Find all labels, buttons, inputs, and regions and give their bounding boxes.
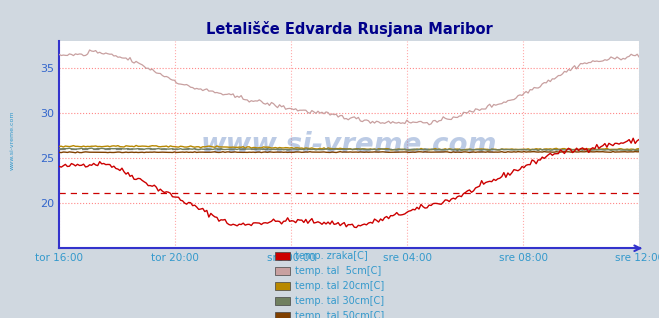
Text: www.si-vreme.com: www.si-vreme.com <box>9 110 14 170</box>
Title: Letališče Edvarda Rusjana Maribor: Letališče Edvarda Rusjana Maribor <box>206 21 493 38</box>
Text: www.si-vreme.com: www.si-vreme.com <box>201 131 498 159</box>
Legend: temp. zraka[C], temp. tal  5cm[C], temp. tal 20cm[C], temp. tal 30cm[C], temp. t: temp. zraka[C], temp. tal 5cm[C], temp. … <box>272 248 387 318</box>
